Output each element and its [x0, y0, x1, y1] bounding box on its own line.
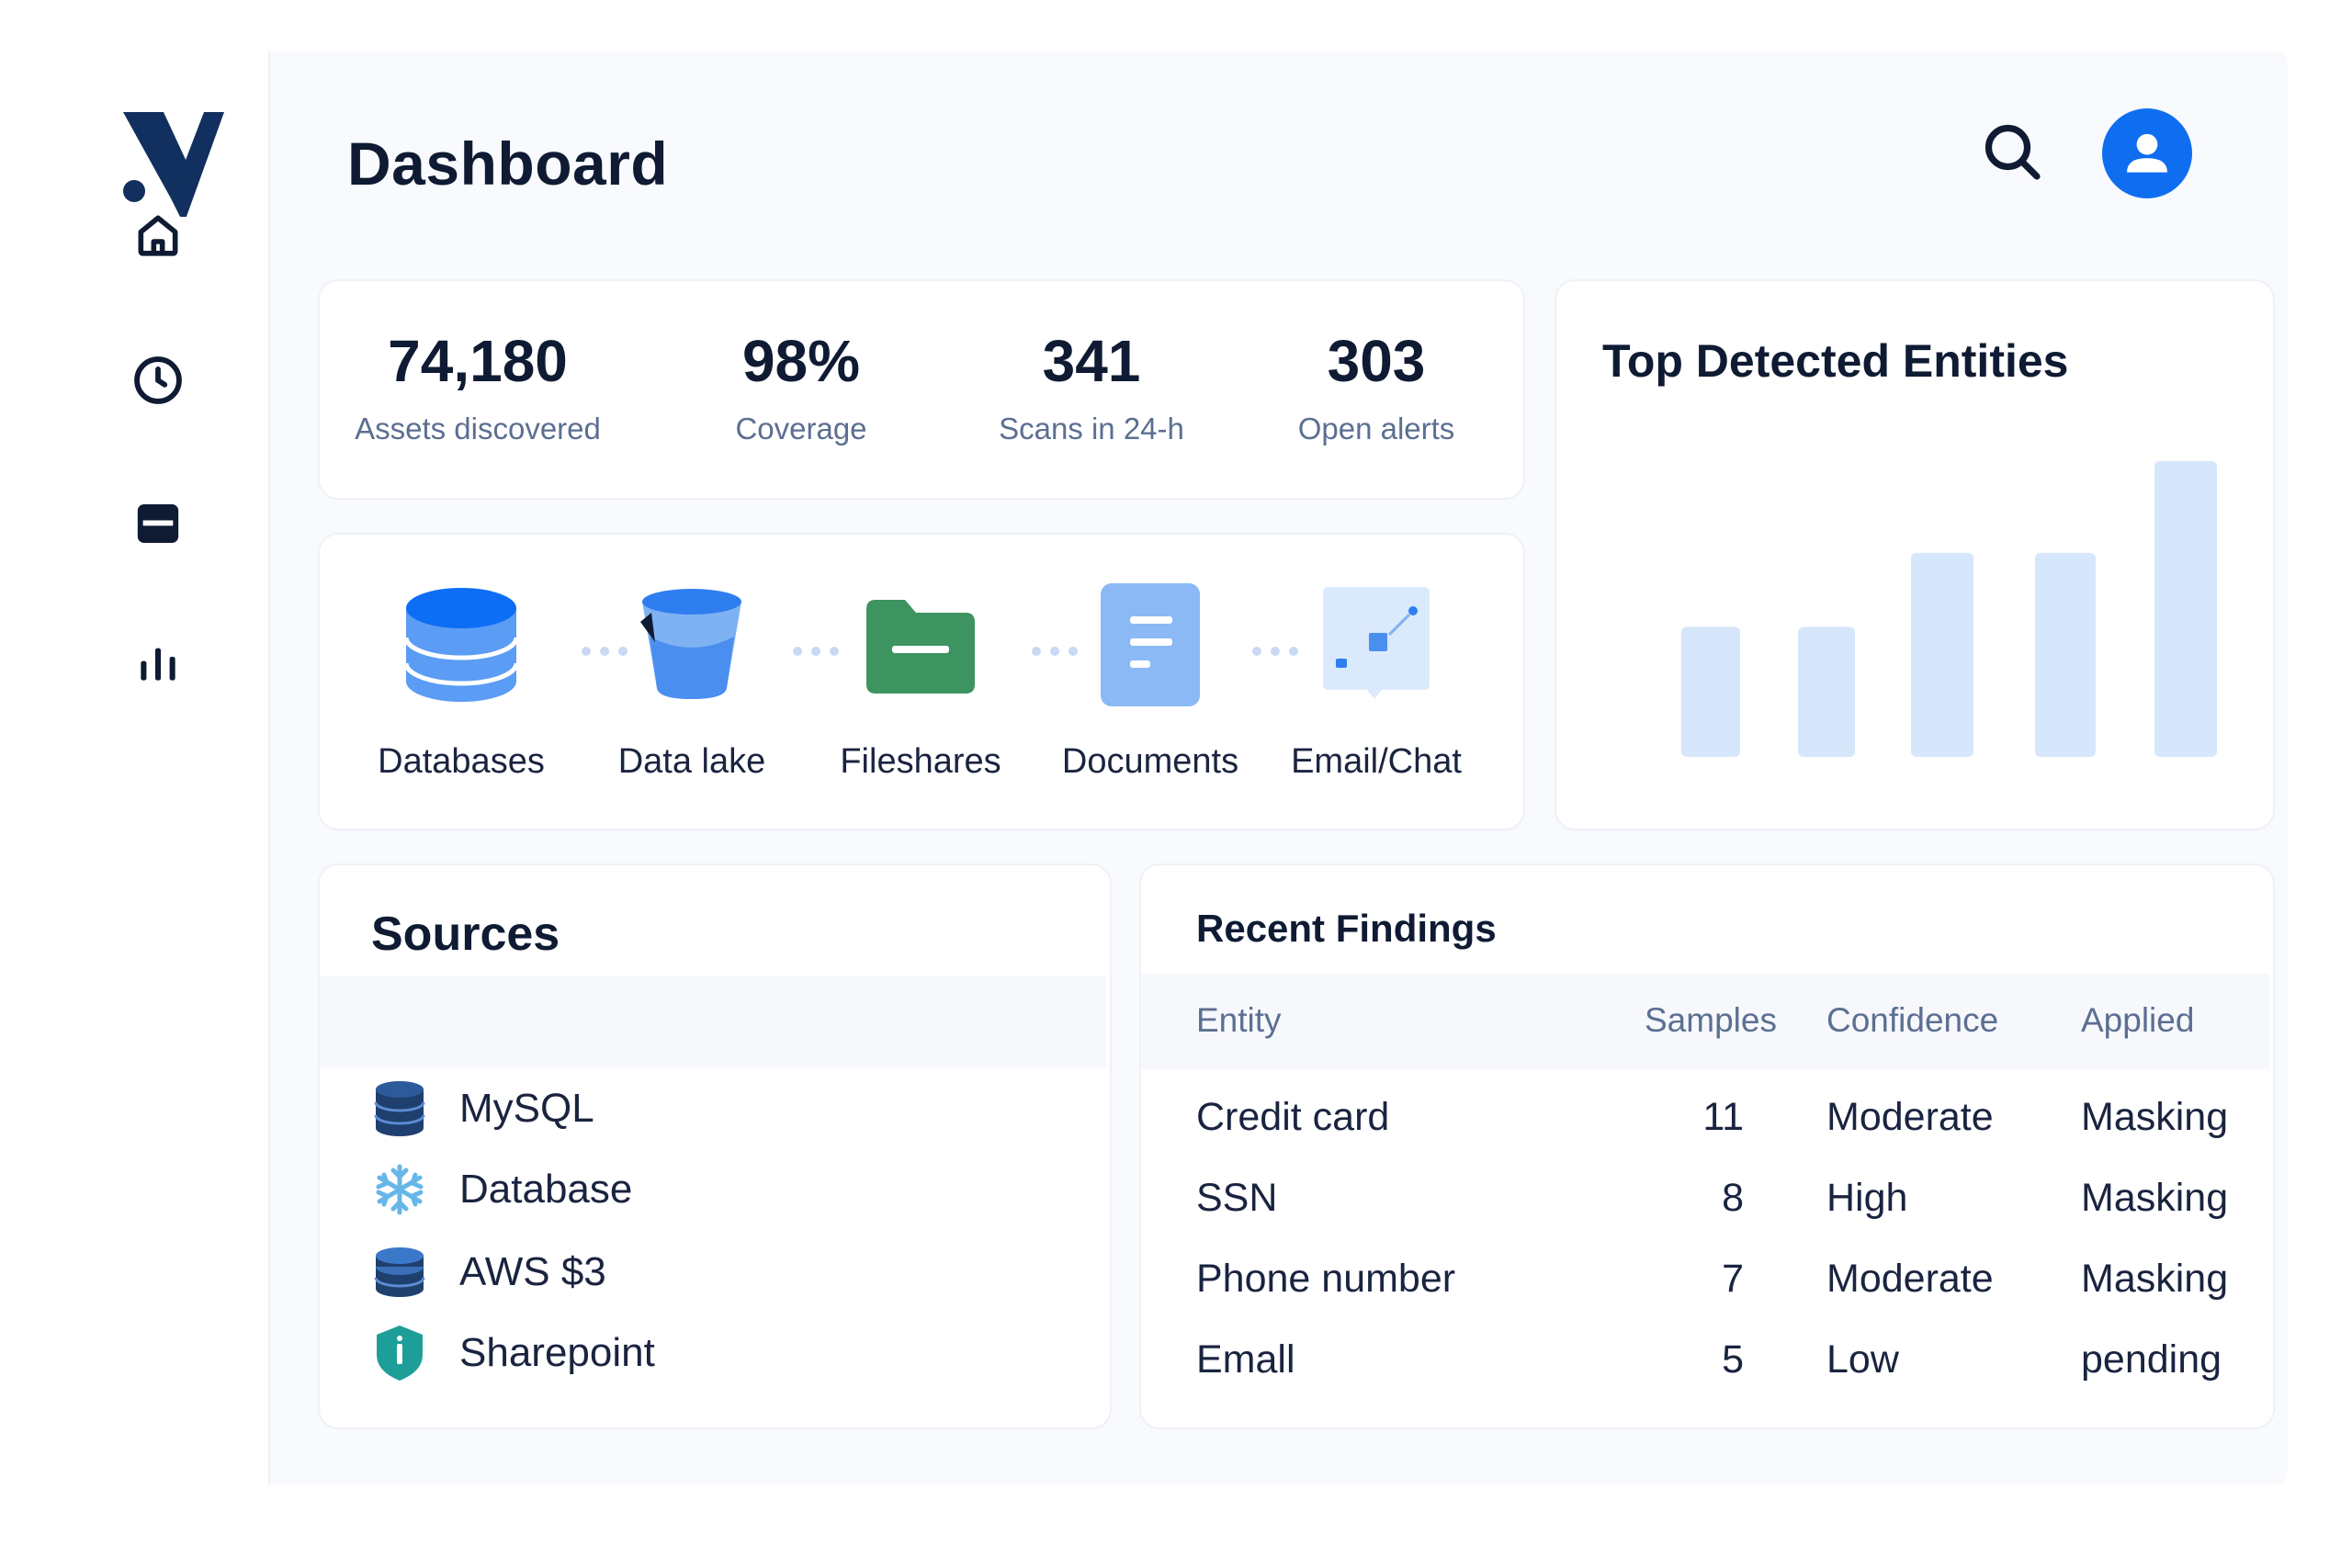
stat-coverage: 98% Coverage — [663, 327, 939, 446]
search-button[interactable] — [1975, 115, 2049, 188]
stat-label: Coverage — [735, 412, 867, 446]
column-header-entity[interactable]: Entity — [1196, 1001, 1282, 1039]
stat-value: 98% — [741, 328, 861, 394]
column-header-confidence[interactable]: Confidence — [1826, 1001, 1999, 1039]
data-type-documents[interactable]: Documents — [1045, 581, 1256, 782]
user-icon — [2127, 133, 2167, 173]
cell-entity: Phone number — [1196, 1257, 1456, 1301]
top-entities-card: Top Detected Entities — [1555, 279, 2275, 830]
connector-dots — [568, 647, 641, 660]
sources-card: Sources MySQL — [318, 863, 1112, 1429]
connector-dots — [779, 647, 853, 660]
stat-assets: 74,180 Assets discovered — [340, 327, 616, 446]
user-avatar[interactable] — [2102, 108, 2192, 198]
stat-value: 341 — [1042, 328, 1141, 394]
cell-samples: 11 — [1702, 1095, 1744, 1139]
snowflake-icon — [376, 1164, 424, 1215]
data-type-label: Documents — [1061, 742, 1239, 781]
data-types-card: Databases Data lake Fileshares — [318, 533, 1525, 830]
findings-title: Recent Findings — [1196, 907, 1497, 950]
table-row[interactable]: SSN 8 High Masking — [1141, 1165, 2269, 1246]
cell-confidence: Low — [1826, 1337, 1899, 1382]
recent-findings-card: Recent Findings Entity Samples Confidenc… — [1139, 863, 2275, 1429]
cell-confidence: Moderate — [1826, 1095, 1994, 1139]
brand-logo[interactable] — [116, 107, 226, 224]
data-type-label: Data lake — [617, 742, 766, 781]
page-title: Dashboard — [347, 130, 669, 197]
data-type-fileshares[interactable]: Fileshares — [815, 581, 1026, 782]
top-entities-chart — [1681, 461, 2217, 757]
sidebar-item-history[interactable] — [130, 353, 186, 408]
connector-dots — [1018, 647, 1091, 660]
chat-icon — [1323, 587, 1430, 699]
stat-scans: 341 Scans in 24-h — [954, 327, 1229, 446]
cell-confidence: Moderate — [1826, 1257, 1994, 1301]
source-item-sharepoint[interactable]: Sharepoint — [371, 1325, 655, 1382]
cell-applied: Masking — [2081, 1257, 2229, 1301]
sources-title: Sources — [371, 908, 560, 961]
table-header: Entity Samples Confidence Applied — [1141, 974, 2269, 1069]
column-header-applied[interactable]: Applied — [2081, 1001, 2195, 1039]
chart-bar[interactable] — [2035, 552, 2096, 757]
data-type-data-lake[interactable]: Data lake — [586, 581, 797, 782]
cell-samples: 8 — [1722, 1176, 1744, 1220]
stat-label: Open alerts — [1297, 412, 1455, 446]
data-type-label: Email/Chat — [1291, 742, 1462, 781]
sources-header-band — [320, 976, 1106, 1067]
cell-applied: Masking — [2081, 1176, 2229, 1220]
cell-entity: Credit card — [1196, 1095, 1390, 1139]
source-item-database[interactable]: Database — [371, 1161, 632, 1218]
chart-bar[interactable] — [2154, 461, 2217, 757]
search-icon — [1984, 124, 2041, 180]
cell-entity: SSN — [1196, 1176, 1278, 1220]
sidebar-item-analytics[interactable] — [130, 636, 186, 691]
stats-card: 74,180 Assets discovered 98% Coverage 34… — [318, 279, 1525, 500]
data-type-databases[interactable]: Databases — [356, 581, 567, 782]
source-label: AWS $3 — [459, 1249, 606, 1294]
card-icon — [137, 504, 179, 543]
stat-value: 303 — [1327, 328, 1426, 394]
chart-title: Top Detected Entities — [1602, 335, 2069, 387]
clock-icon — [134, 356, 182, 404]
table-row[interactable]: Phone number 7 Moderate Masking — [1141, 1246, 2269, 1326]
table-row[interactable]: Credit card 11 Moderate Masking — [1141, 1084, 2269, 1165]
stat-label: Scans in 24-h — [999, 412, 1184, 446]
sidebar-item-home[interactable] — [130, 208, 186, 263]
cell-samples: 7 — [1722, 1257, 1744, 1301]
database-icon — [403, 588, 519, 702]
chart-bar[interactable] — [1681, 626, 1740, 757]
sidebar-item-storage[interactable] — [130, 496, 186, 551]
sidebar — [75, 51, 270, 1484]
folder-icon — [866, 600, 975, 694]
stat-alerts: 303 Open alerts — [1238, 327, 1514, 446]
data-type-label: Fileshares — [840, 742, 1001, 781]
home-icon — [138, 215, 178, 256]
mysql-database-icon — [374, 1081, 425, 1136]
cell-applied: pending — [2081, 1337, 2222, 1382]
stat-value: 74,180 — [388, 328, 568, 394]
stat-label: Assets discovered — [355, 412, 601, 446]
cell-applied: Masking — [2081, 1095, 2229, 1139]
data-type-label: Databases — [378, 742, 545, 781]
cell-samples: 5 — [1722, 1337, 1744, 1382]
source-item-aws-s3[interactable]: AWS $3 — [371, 1244, 606, 1301]
cell-confidence: High — [1826, 1176, 1908, 1220]
data-type-email-chat[interactable]: Email/Chat — [1271, 581, 1482, 782]
chart-bar[interactable] — [1798, 626, 1855, 757]
cell-entity: Emall — [1196, 1337, 1295, 1382]
document-icon — [1101, 583, 1200, 706]
source-label: Database — [459, 1167, 633, 1212]
column-header-samples[interactable]: Samples — [1645, 1001, 1777, 1039]
connector-dots — [1238, 647, 1312, 660]
bar-chart-icon — [141, 648, 175, 681]
chart-bar[interactable] — [1911, 552, 1973, 757]
source-label: MySQL — [459, 1086, 594, 1131]
table-row[interactable]: Emall 5 Low pending — [1141, 1326, 2269, 1407]
bucket-icon — [640, 589, 741, 699]
sharepoint-shield-icon — [377, 1325, 423, 1381]
aws-s3-icon — [374, 1247, 425, 1297]
source-item-mysql[interactable]: MySQL — [371, 1080, 594, 1137]
source-label: Sharepoint — [459, 1330, 655, 1375]
